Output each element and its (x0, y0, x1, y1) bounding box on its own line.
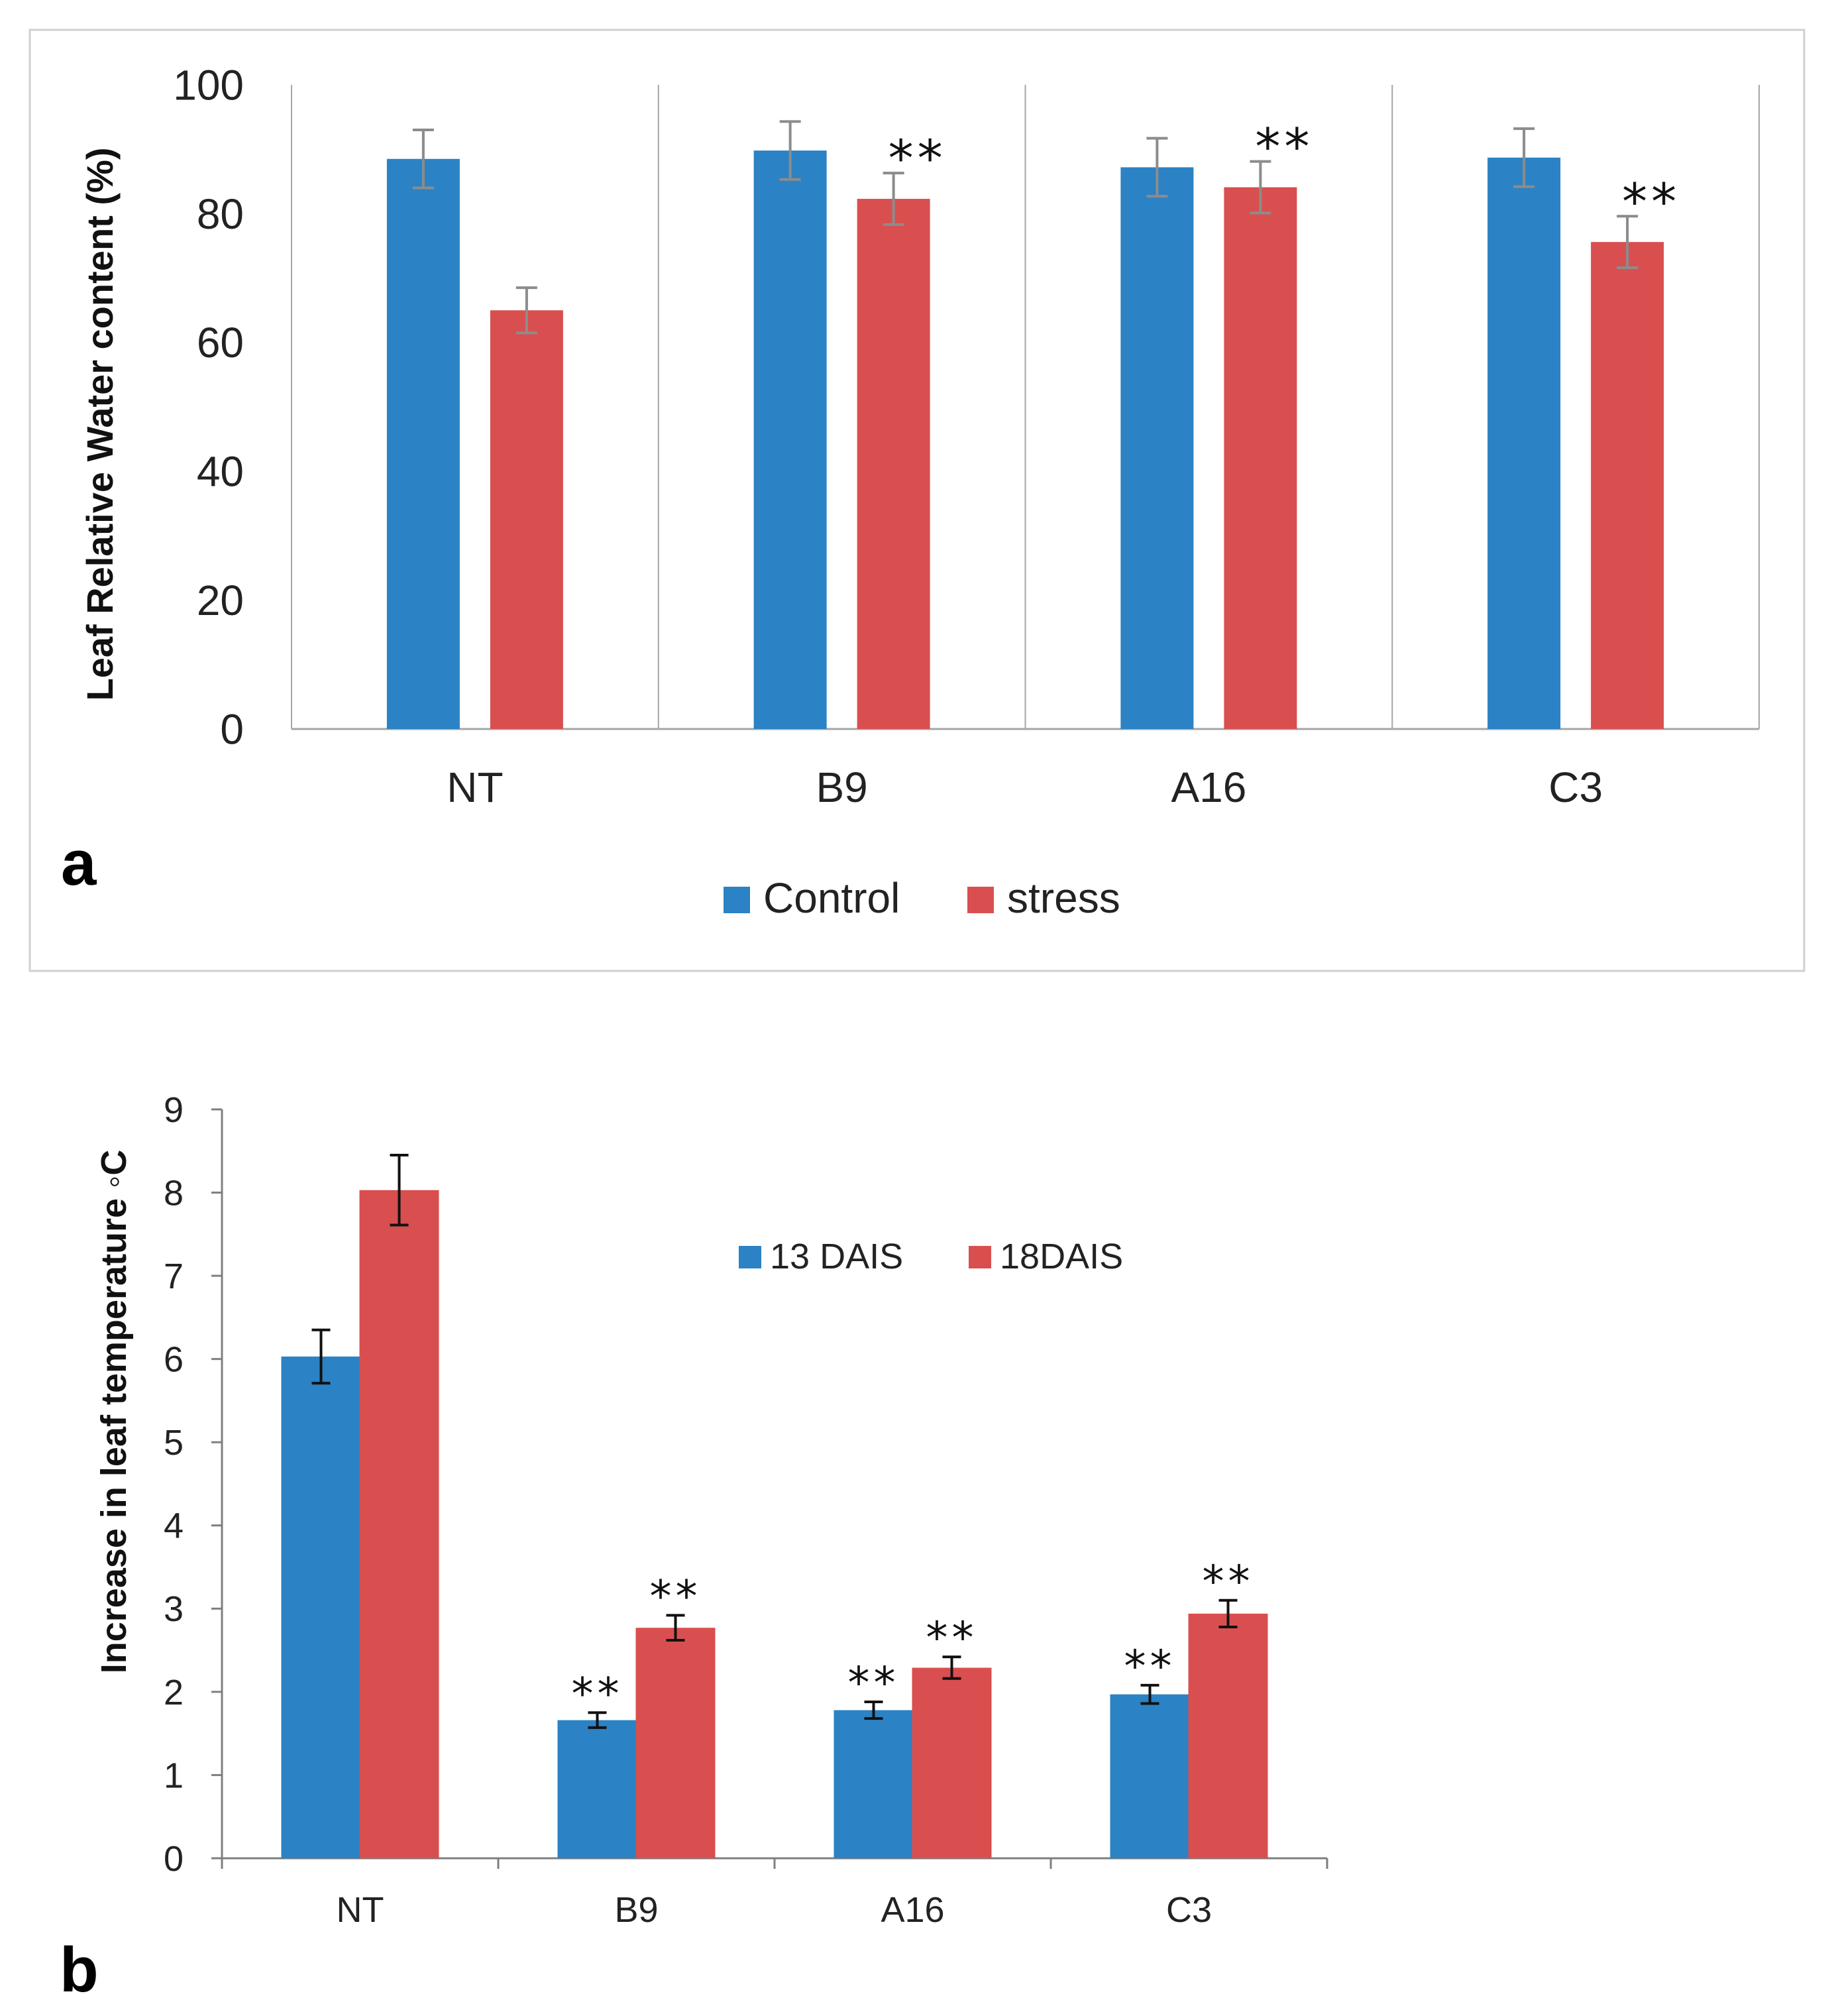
significance-marker-a16-18dais: ** (926, 1612, 978, 1663)
panel-a-labels: 0 20 40 60 80 100 NT B9 A16 C3 ** ** ** (173, 61, 1680, 811)
legend-swatch-13-dais (739, 1246, 761, 1268)
y-tick-label-20: 20 (197, 577, 244, 624)
y-tick-label-3: 3 (164, 1589, 184, 1629)
significance-marker-c3-13-dais: ** (1124, 1641, 1176, 1692)
bar-a16-18dais (912, 1667, 992, 1858)
legend-label-stress: stress (1007, 874, 1120, 922)
y-tick-label-7: 7 (164, 1257, 184, 1296)
bar-nt-18dais (359, 1190, 439, 1858)
x-tick-label-b9: B9 (816, 763, 867, 811)
panel-b-bars (281, 1154, 1268, 1858)
legend-swatch-stress (967, 887, 994, 913)
panel-a-letter: a (61, 828, 97, 899)
legend-swatch-18dais (969, 1246, 991, 1268)
y-tick-label-4: 4 (164, 1506, 184, 1546)
x-tick-label-nt: NT (447, 763, 503, 811)
bar-a16-stress (1224, 187, 1297, 730)
x-tick-label-nt: NT (337, 1890, 384, 1930)
y-tick-label-2: 2 (164, 1673, 184, 1712)
bar-nt-stress (490, 310, 563, 729)
panel-a-bars (386, 120, 1664, 730)
significance-marker-a16-13-dais: ** (848, 1657, 900, 1708)
chart-panel-a: 0 20 40 60 80 100 NT B9 A16 C3 ** ** ** Leaf Relativ… (28, 28, 1805, 972)
y-tick-label-1: 1 (164, 1756, 184, 1795)
panel-b-ylabel: Increase in leaf temperature ◦C (94, 1150, 134, 1673)
y-tick-label-5: 5 (164, 1423, 184, 1463)
significance-marker-b9-18dais: ** (650, 1571, 702, 1622)
x-tick-label-b9: B9 (614, 1890, 658, 1930)
y-tick-label-100: 100 (173, 61, 244, 109)
y-tick-label-9: 9 (164, 1090, 184, 1130)
y-tick-label-60: 60 (197, 319, 244, 366)
panel-a-legend: Control stress (724, 874, 1120, 922)
bar-nt-control (386, 158, 460, 729)
bar-b9-control (753, 150, 827, 730)
bar-c3-18dais (1188, 1613, 1268, 1858)
bar-b9-13-dais (557, 1720, 637, 1858)
y-tick-label-0: 0 (164, 1839, 184, 1879)
bar-a16-control (1120, 167, 1194, 729)
legend-label-control: Control (763, 874, 900, 922)
bar-a16-13-dais (834, 1710, 914, 1858)
chart-panel-b: 0 1 2 3 4 5 6 7 8 9 NT B9 A16 C3 ** ** ** ** ** ** Increase… (60, 1090, 1328, 2005)
bar-c3-control (1487, 157, 1561, 729)
significance-marker-c3-stress: ** (1622, 172, 1680, 231)
panel-b-labels: 0 1 2 3 4 5 6 7 8 9 NT B9 A16 C3 ** ** ** ** ** ** (164, 1090, 1254, 1930)
legend-label-13-dais: 13 DAIS (770, 1237, 903, 1276)
bar-c3-13-dais (1110, 1694, 1190, 1858)
panel-a-ylabel: Leaf Relative Water content (%) (79, 148, 121, 701)
bar-c3-stress (1591, 242, 1664, 730)
x-tick-label-a16: A16 (1171, 763, 1246, 811)
y-tick-label-8: 8 (164, 1173, 184, 1213)
y-tick-label-6: 6 (164, 1340, 184, 1380)
significance-marker-b9-stress: ** (889, 129, 947, 188)
significance-marker-c3-18dais: ** (1203, 1556, 1254, 1607)
x-tick-label-c3: C3 (1166, 1890, 1212, 1930)
bar-b9-18dais (635, 1628, 716, 1858)
bar-nt-13-dais (281, 1356, 361, 1858)
significance-marker-b9-13-dais: ** (572, 1668, 623, 1719)
y-tick-label-80: 80 (197, 190, 244, 238)
bar-b9-stress (857, 199, 930, 729)
y-tick-label-40: 40 (197, 448, 244, 496)
legend-swatch-control (724, 887, 750, 913)
significance-marker-a16-stress: ** (1255, 117, 1313, 176)
legend-label-18dais: 18DAIS (1000, 1237, 1123, 1276)
panel-b-letter: b (60, 1934, 99, 2005)
y-tick-label-0: 0 (220, 705, 244, 753)
x-tick-label-c3: C3 (1548, 763, 1603, 811)
x-tick-label-a16: A16 (881, 1890, 944, 1930)
panel-b-legend: 13 DAIS 18DAIS (739, 1237, 1123, 1276)
